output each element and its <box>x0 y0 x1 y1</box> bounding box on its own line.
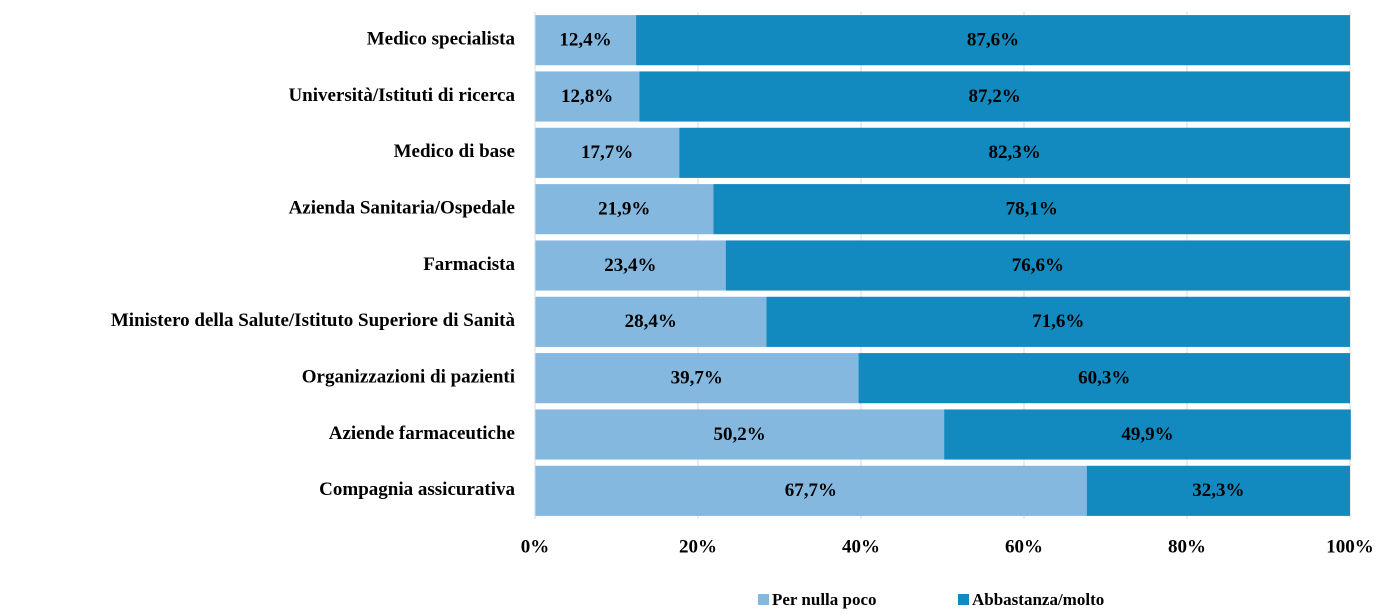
bar-segment <box>944 409 1351 460</box>
data-label: 49,9% <box>1121 424 1173 445</box>
bar-segment <box>1086 465 1350 516</box>
data-label: 39,7% <box>671 368 723 389</box>
bar-segment <box>679 127 1350 178</box>
data-label: 67,7% <box>785 480 837 501</box>
data-label: 60,3% <box>1078 368 1130 389</box>
bar-segment <box>858 353 1350 404</box>
bar-segment <box>725 240 1350 291</box>
bar-segment <box>535 353 859 404</box>
bar-segment <box>535 184 714 235</box>
data-label: 71,6% <box>1032 311 1084 332</box>
data-label: 17,7% <box>581 142 633 163</box>
bar-segment <box>639 71 1350 122</box>
data-label: 21,9% <box>598 199 650 220</box>
legend-label: Per nulla poco <box>772 590 877 609</box>
data-label: 12,4% <box>559 30 611 51</box>
y-tick-label: Compagnia assicurativa <box>319 479 515 500</box>
data-label: 23,4% <box>604 255 656 276</box>
data-label: 78,1% <box>1006 199 1058 220</box>
data-label: 50,2% <box>713 424 765 445</box>
bar-segment <box>535 71 640 122</box>
bar-segment <box>535 15 637 66</box>
x-tick-label: 40% <box>842 536 880 557</box>
data-label: 12,8% <box>561 86 613 107</box>
legend-swatch <box>758 594 769 605</box>
data-label: 28,4% <box>625 311 677 332</box>
x-tick-label: 80% <box>1168 536 1206 557</box>
y-tick-label: Farmacista <box>423 254 515 275</box>
x-tick-label: 20% <box>679 536 717 557</box>
bar-segment <box>535 127 680 178</box>
data-label: 87,6% <box>967 30 1019 51</box>
bar-segment <box>636 15 1350 66</box>
y-tick-label: Università/Istituti di ricerca <box>288 85 515 106</box>
bar-segment <box>535 409 945 460</box>
y-tick-label: Medico di base <box>394 141 515 162</box>
bar-segment <box>713 184 1350 235</box>
data-label: 76,6% <box>1012 255 1064 276</box>
x-tick-label: 0% <box>521 536 550 557</box>
legend-label: Abbastanza/molto <box>972 590 1104 609</box>
data-label: 32,3% <box>1192 480 1244 501</box>
y-tick-label: Aziende farmaceutiche <box>329 423 515 444</box>
y-tick-label: Medico specialista <box>367 29 516 50</box>
data-label: 87,2% <box>969 86 1021 107</box>
y-tick-label: Ministero della Salute/Istituto Superior… <box>111 310 516 331</box>
bar-segment <box>535 465 1087 516</box>
y-tick-label: Azienda Sanitaria/Ospedale <box>289 198 515 219</box>
y-tick-label: Organizzazioni di pazienti <box>302 367 515 388</box>
x-tick-label: 60% <box>1005 536 1043 557</box>
legend-swatch <box>958 594 969 605</box>
bar-segment <box>766 296 1350 347</box>
bar-segment <box>535 240 726 291</box>
x-tick-label: 100% <box>1326 536 1374 557</box>
bar-segment <box>535 296 767 347</box>
data-label: 82,3% <box>989 142 1041 163</box>
